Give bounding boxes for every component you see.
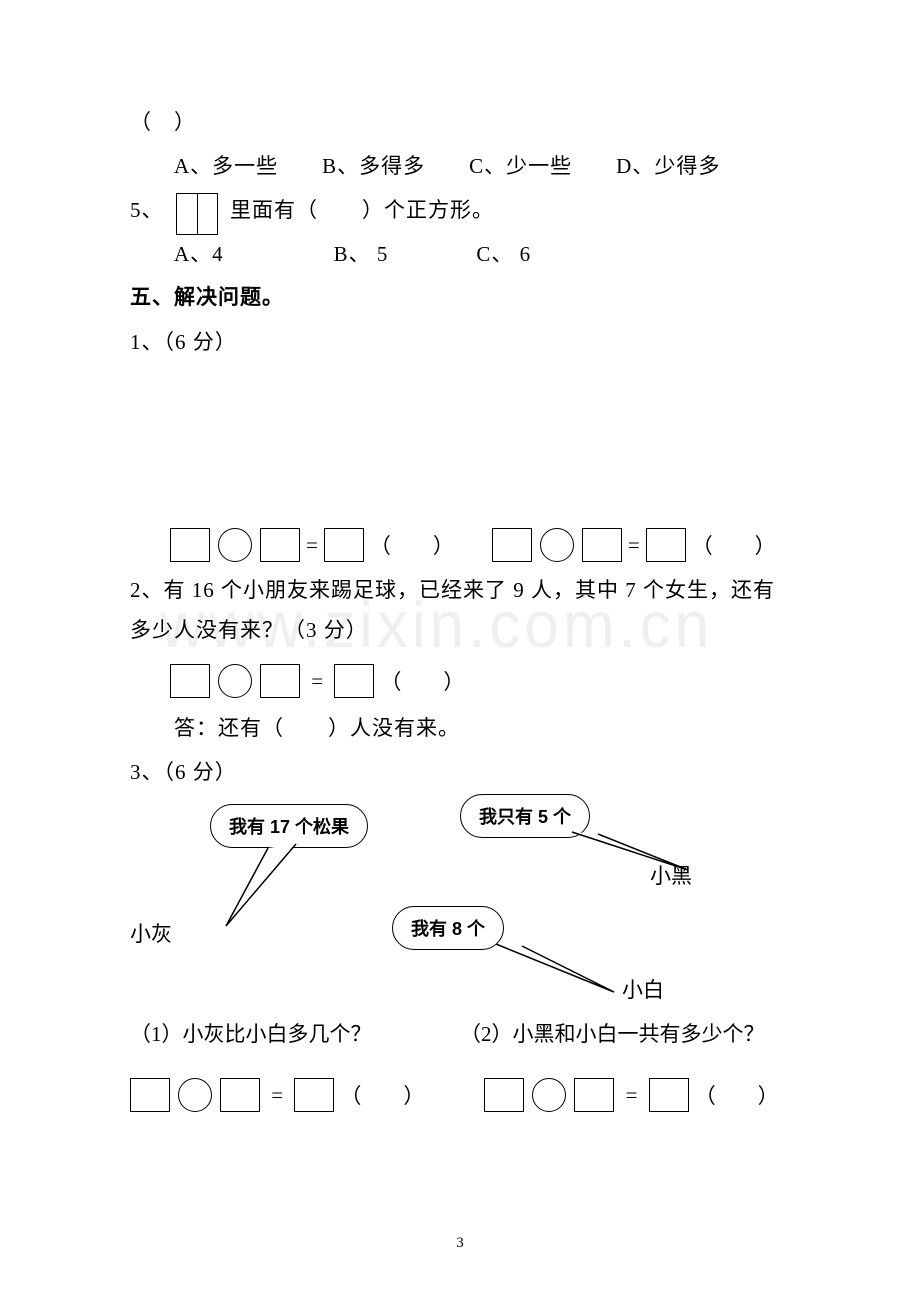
blank-circle: [218, 664, 252, 698]
q5-after: 里面有（ ）个正方形。: [230, 198, 494, 222]
q3-eq-1: = （ ）: [130, 1078, 424, 1112]
q3-subquestions: （1）小灰比小白多几个？ （2）小黑和小白一共有多少个？: [130, 1018, 790, 1048]
blank-box: [484, 1078, 524, 1112]
blank-box: [646, 528, 686, 562]
blank-circle: [532, 1078, 566, 1112]
q3-sub1: （1）小灰比小白多几个？: [130, 1018, 460, 1048]
label-black: 小黑: [650, 860, 692, 890]
q5-before: 5、: [130, 198, 164, 222]
bubble-tail-icon: [216, 842, 316, 932]
blank-circle: [540, 528, 574, 562]
equals-sign: =: [620, 1083, 642, 1108]
unit-paren: （ ）: [692, 530, 776, 560]
q1-image-space: [130, 364, 790, 514]
label-white: 小白: [622, 974, 664, 1004]
q1-label: 1、（6 分）: [130, 320, 790, 364]
equals-sign: =: [628, 533, 640, 558]
blank-circle: [178, 1078, 212, 1112]
q2-text: 2、有 16 个小朋友来踢足球，已经来了 9 人，其中 7 个女生，还有多少人没…: [130, 570, 790, 650]
blank-box: [649, 1078, 689, 1112]
q5-line: 5、 里面有（ ）个正方形。: [130, 188, 790, 232]
unit-paren: （ ）: [370, 530, 454, 560]
bubble-white: 我有 8 个: [392, 906, 504, 950]
q1-equations: = （ ） = （ ）: [130, 528, 790, 562]
page: www.zixin.com.cn （ ） A、多一些 B、多得多 C、少一些 D…: [0, 0, 920, 1302]
top-paren: （ ）: [130, 100, 790, 144]
blank-box: [170, 528, 210, 562]
equals-sign: =: [306, 669, 328, 694]
equals-sign: =: [306, 533, 318, 558]
blank-box: [220, 1078, 260, 1112]
equals-sign: =: [266, 1083, 288, 1108]
q4-options: A、多一些 B、多得多 C、少一些 D、少得多: [130, 144, 790, 188]
blank-box: [260, 664, 300, 698]
blank-box: [324, 528, 364, 562]
blank-box: [130, 1078, 170, 1112]
q3-equations: = （ ） = （ ）: [130, 1078, 790, 1112]
q3-label: 3、（6 分）: [130, 750, 790, 794]
q2-answer-line: 答：还有（ ）人没有来。: [130, 706, 790, 750]
blank-box: [574, 1078, 614, 1112]
q3-bubbles: 我有 17 个松果 我只有 5 个 我有 8 个 小灰 小黑 小白: [130, 800, 790, 1000]
divided-square-icon: [176, 193, 218, 235]
q5-options: A、4 B、 5 C、 6: [130, 232, 790, 276]
blank-box: [170, 664, 210, 698]
unit-paren: （ ）: [695, 1080, 779, 1110]
blank-box: [582, 528, 622, 562]
blank-box: [492, 528, 532, 562]
blank-box: [334, 664, 374, 698]
blank-box: [294, 1078, 334, 1112]
blank-box: [260, 528, 300, 562]
content: （ ） A、多一些 B、多得多 C、少一些 D、少得多 5、 里面有（ ）个正方…: [130, 100, 790, 1112]
bubble-tail-icon: [494, 942, 624, 1002]
blank-circle: [218, 528, 252, 562]
page-number: 3: [0, 1235, 920, 1252]
q3-sub2: （2）小黑和小白一共有多少个？: [460, 1018, 790, 1048]
q2-equation: = （ ）: [130, 664, 790, 698]
unit-paren: （ ）: [340, 1080, 424, 1110]
section-5-heading: 五、解决问题。: [130, 276, 790, 320]
unit-paren: （ ）: [380, 666, 464, 696]
label-grey: 小灰: [130, 918, 172, 948]
q3-eq-2: = （ ）: [484, 1078, 778, 1112]
